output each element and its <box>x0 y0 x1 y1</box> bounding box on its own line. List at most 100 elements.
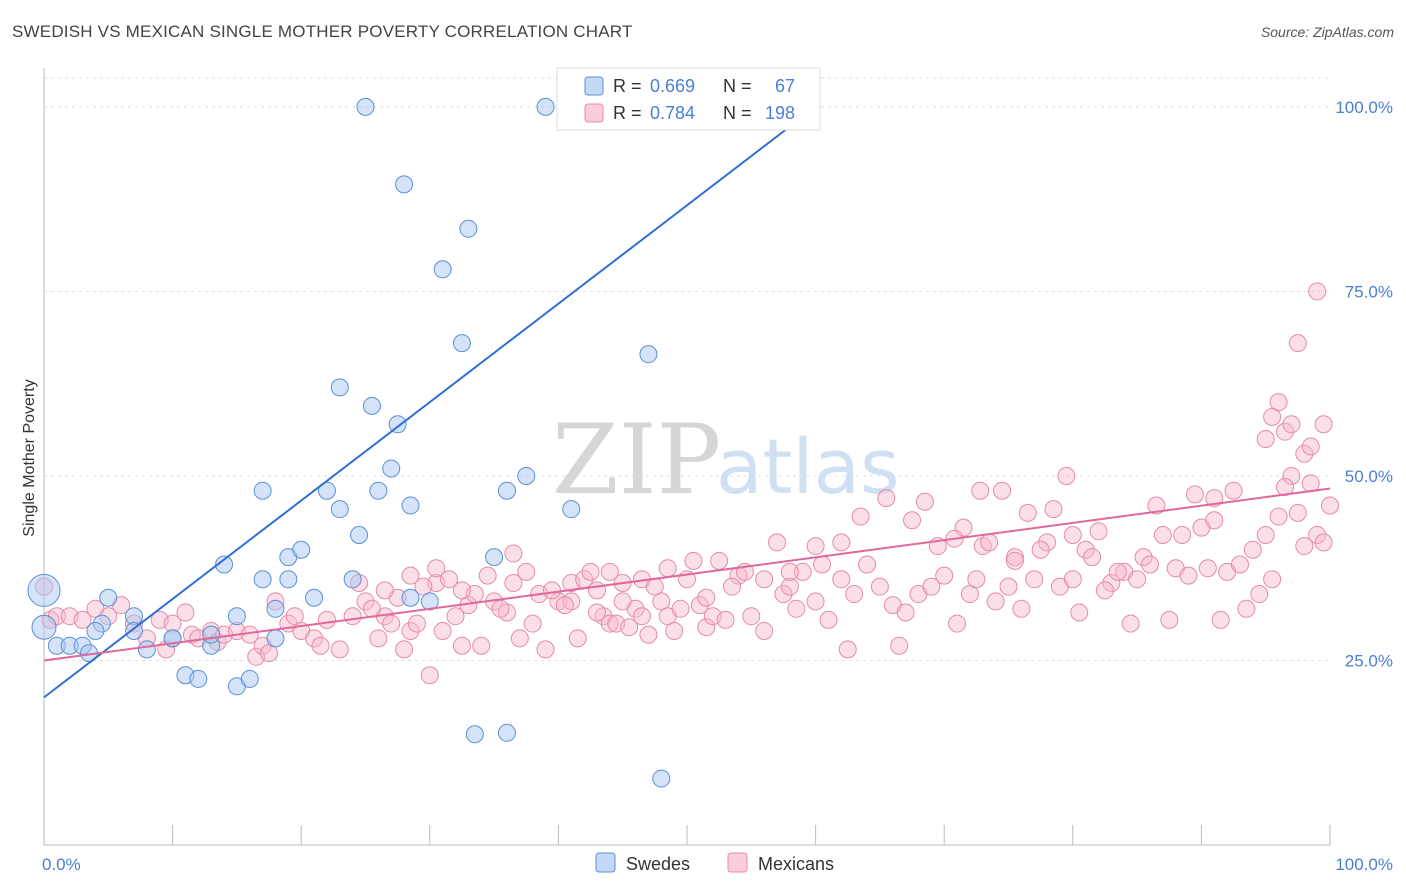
swedes-point <box>401 588 420 607</box>
legend-swatch <box>584 103 604 123</box>
mexicans-point <box>542 581 561 600</box>
mexicans-point <box>870 577 889 596</box>
trendlines <box>43 106 1331 699</box>
mexicans-point <box>1308 282 1327 301</box>
mexicans-point <box>935 566 954 585</box>
swedes-point <box>433 260 452 279</box>
bottom-legend: Swedes Mexicans <box>595 852 834 874</box>
mexicans-point <box>620 618 639 637</box>
mexicans-point <box>645 577 664 596</box>
mexicans-point <box>742 607 761 626</box>
swedes-point <box>356 97 375 116</box>
mexicans-point <box>967 570 986 589</box>
mexicans-point <box>838 640 857 659</box>
swedes-point <box>279 570 298 589</box>
legend-r-value: 0.784 <box>650 103 695 123</box>
legend: R = 0.669 N = 67 R = 0.784 N = 198 <box>556 67 821 131</box>
mexicans-point <box>1063 570 1082 589</box>
mexicans-point <box>420 666 439 685</box>
swedes-point <box>452 334 471 353</box>
mexicans-point <box>832 533 851 552</box>
mexicans-point <box>1314 533 1333 552</box>
mexicans-point <box>427 559 446 578</box>
mexicans-point <box>1063 526 1082 544</box>
mexicans-point <box>356 592 375 611</box>
mexicans-point <box>1205 489 1224 508</box>
mexicans-point <box>658 559 677 578</box>
legend-n-label: N = <box>723 76 752 96</box>
mexicans-point <box>980 533 999 552</box>
mexicans-point <box>330 640 349 659</box>
mexicans-point <box>504 573 523 592</box>
mexicans-point <box>375 581 394 600</box>
bottom-legend-label-mexicans: Mexicans <box>758 854 834 874</box>
mexicans-point <box>452 581 471 600</box>
swedes-point <box>266 629 285 648</box>
mexicans-point <box>382 614 401 633</box>
mexicans-point <box>433 621 452 640</box>
swedes-point <box>485 548 504 567</box>
mexicans-point <box>1160 610 1179 629</box>
mexicans-point <box>793 562 812 581</box>
mexicans-point <box>890 636 909 655</box>
mexicans-point <box>1076 540 1095 559</box>
mexicans-point <box>832 570 851 589</box>
swedes-point <box>292 540 311 559</box>
swedes-point <box>305 588 324 607</box>
mexicans-point <box>1083 548 1102 567</box>
mexicans-point <box>639 625 658 644</box>
mexicans-point <box>1018 503 1037 522</box>
mexicans-points <box>35 282 1339 685</box>
mexicans-point <box>369 629 388 648</box>
mexicans-point <box>1243 540 1262 559</box>
mexicans-point <box>587 581 606 600</box>
swedes-trendline <box>43 106 817 699</box>
swedes-point <box>362 396 381 415</box>
mexicans-point <box>755 570 774 589</box>
mexicans-point <box>1140 555 1159 574</box>
swedes-point <box>227 607 246 626</box>
watermark-atlas: atlas <box>716 422 900 511</box>
mexicans-point <box>176 603 195 622</box>
mexicans-point <box>1295 537 1314 556</box>
mexicans-point <box>555 596 574 615</box>
mexicans-point <box>1038 533 1057 552</box>
mexicans-point <box>600 562 619 581</box>
legend-r-label: R = <box>613 103 642 123</box>
mexicans-point <box>1314 415 1333 434</box>
y-tick-label: 75.0% <box>1345 282 1393 301</box>
swedes-point <box>253 481 272 500</box>
mexicans-point <box>1288 503 1307 522</box>
mexicans-point <box>1095 581 1114 600</box>
mexicans-point <box>1269 507 1288 526</box>
mexicans-point <box>1057 466 1076 485</box>
mexicans-point <box>1179 566 1198 585</box>
mexicans-point <box>1282 466 1301 485</box>
mexicans-point <box>1301 437 1320 456</box>
mexicans-point <box>311 636 330 655</box>
mexicans-point <box>613 592 632 611</box>
mexicans-point <box>1230 555 1249 574</box>
swedes-point <box>517 466 536 485</box>
legend-r-value: 0.669 <box>650 76 695 96</box>
mexicans-point <box>446 607 465 626</box>
mexicans-point <box>1121 614 1140 633</box>
axis-labels: 25.0% 50.0% 75.0% 100.0% 0.0% 100.0% Single Mo… <box>21 98 1393 874</box>
mexicans-point <box>1134 548 1153 567</box>
mexicans-point <box>915 492 934 511</box>
mexicans-point <box>755 621 774 640</box>
mexicans-point <box>1005 548 1024 567</box>
mexicans-point <box>723 577 742 596</box>
bottom-legend-swatch-mexicans <box>727 852 748 873</box>
mexicans-point <box>407 614 426 633</box>
mexicans-point <box>1128 570 1147 589</box>
swedes-point <box>420 592 439 611</box>
mexicans-point <box>819 610 838 629</box>
mexicans-point <box>1198 559 1217 578</box>
swedes-point <box>86 621 105 640</box>
mexicans-point <box>806 537 825 556</box>
swedes-point <box>639 345 658 364</box>
swedes-point <box>330 500 349 519</box>
mexicans-point <box>401 566 420 585</box>
x-tick-label: 100.0% <box>1335 855 1393 874</box>
